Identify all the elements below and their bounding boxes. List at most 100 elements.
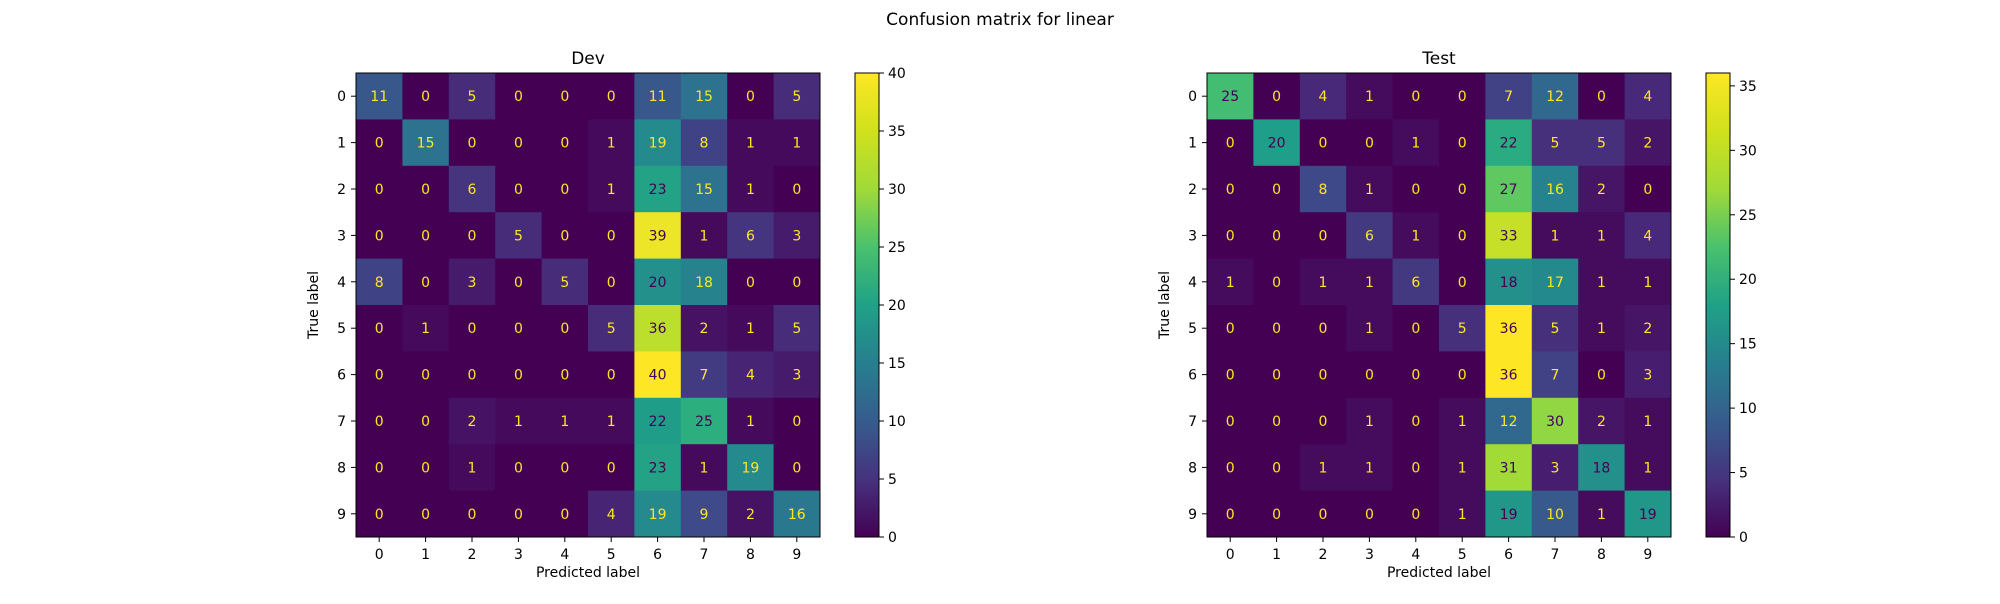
cell-value-label: 18 xyxy=(1500,275,1518,291)
cell-value-label: 5 xyxy=(1551,321,1560,337)
cell-value-label: 0 xyxy=(468,507,477,523)
cell-value-label: 17 xyxy=(1546,275,1564,291)
cell-value-label: 0 xyxy=(1319,507,1328,523)
heatmap-cell xyxy=(1207,351,1254,399)
cell-value-label: 22 xyxy=(1500,136,1518,152)
heatmap-cell xyxy=(634,73,682,120)
cell-value-label: 0 xyxy=(1272,182,1281,198)
y-tick-label: 9 xyxy=(337,507,346,523)
heatmap-cell xyxy=(541,444,589,492)
cell-value-label: 0 xyxy=(514,460,523,476)
cell-value-label: 5 xyxy=(792,321,801,337)
cell-value-label: 0 xyxy=(560,507,569,523)
cell-value-label: 1 xyxy=(1319,460,1328,476)
colorbar: 0 5 10 15 20 25 30 35 40 xyxy=(854,66,906,546)
heatmap-cell xyxy=(1346,444,1394,492)
heatmap-cell xyxy=(1253,73,1301,120)
heatmap-cell xyxy=(680,73,728,120)
heatmap-cell xyxy=(680,119,728,167)
heatmap-cell xyxy=(356,305,403,352)
heatmap-cell xyxy=(1578,305,1626,352)
cell-value-label: 4 xyxy=(1643,228,1652,244)
cell-value-label: 3 xyxy=(792,228,801,244)
cell-value-label: 40 xyxy=(649,368,667,384)
cell-value-label: 0 xyxy=(746,275,755,291)
cell-value-label: 6 xyxy=(468,182,477,198)
heatmap-cell xyxy=(541,119,589,167)
cell-value-label: 10 xyxy=(1546,507,1564,523)
y-tick-label: 4 xyxy=(1188,275,1197,291)
heatmap-cell xyxy=(1531,397,1579,445)
heatmap-cell xyxy=(1299,119,1347,167)
cell-value-label: 12 xyxy=(1546,89,1564,105)
cell-value-label: 22 xyxy=(649,414,667,430)
heatmap-cell xyxy=(1299,305,1347,352)
heatmap-cell xyxy=(1346,119,1394,167)
cell-value-label: 6 xyxy=(1411,275,1420,291)
heatmap-cells: 25 0 4 1 0 0 7 12 0 40 20 0 0 1 0 22 5 5 20 0 8 1 0 0 27 16 2 00 0 0 6… xyxy=(1207,73,1672,538)
cell-value-label: 1 xyxy=(607,414,616,430)
cell-value-label: 0 xyxy=(1226,507,1235,523)
heatmap-cell xyxy=(448,212,496,260)
cell-value-label: 0 xyxy=(1272,460,1281,476)
cell-value-label: 23 xyxy=(649,182,667,198)
cell-value-label: 1 xyxy=(746,321,755,337)
cell-value-label: 25 xyxy=(1221,89,1239,105)
cell-value-label: 4 xyxy=(1319,89,1328,105)
heatmap-cell xyxy=(588,490,635,538)
heatmap-cell xyxy=(356,397,403,445)
heatmap-cell xyxy=(448,351,496,399)
heatmap-cell xyxy=(634,165,682,213)
colorbar: 0 5 10 15 20 25 30 35 xyxy=(1705,72,1757,546)
heatmap-cell xyxy=(1439,444,1486,492)
cell-value-label: 19 xyxy=(1500,507,1518,523)
cell-value-label: 0 xyxy=(1411,460,1420,476)
heatmap-cell xyxy=(1531,212,1579,260)
heatmap-cell xyxy=(1346,73,1394,120)
heatmap-cell xyxy=(448,444,496,492)
heatmap-cell xyxy=(1299,490,1347,538)
heatmap-cell xyxy=(1392,351,1440,399)
heatmap-cell xyxy=(1485,444,1533,492)
cell-value-label: 0 xyxy=(514,507,523,523)
cell-value-label: 15 xyxy=(695,182,713,198)
heatmap-cell xyxy=(1624,397,1672,445)
cell-value-label: 39 xyxy=(649,228,667,244)
cell-value-label: 0 xyxy=(421,368,430,384)
cell-value-label: 7 xyxy=(1504,89,1513,105)
heatmap-cell xyxy=(1531,258,1579,306)
y-axis-label: True label xyxy=(1157,271,1173,340)
cell-value-label: 5 xyxy=(1458,321,1467,337)
heatmap-cell xyxy=(541,73,589,120)
cell-value-label: 0 xyxy=(468,368,477,384)
y-tick-label: 5 xyxy=(1188,321,1197,337)
heatmap-cell xyxy=(1439,212,1486,260)
cell-value-label: 0 xyxy=(1411,507,1420,523)
heatmap-cell xyxy=(773,444,821,492)
heatmap-cell xyxy=(1253,490,1301,538)
x-tick-label: 9 xyxy=(792,547,801,563)
cell-value-label: 0 xyxy=(1226,228,1235,244)
colorbar-tick-label: 20 xyxy=(888,298,906,314)
heatmap-cell xyxy=(1253,444,1301,492)
heatmap-cell xyxy=(634,258,682,306)
heatmap-cell xyxy=(448,119,496,167)
colorbar-tick-label: 0 xyxy=(1739,530,1748,546)
heatmap-cell xyxy=(1578,444,1626,492)
heatmap-cell xyxy=(541,351,589,399)
heatmap-cell xyxy=(773,351,821,399)
colorbar-tick-label: 25 xyxy=(1739,208,1757,224)
cell-value-label: 0 xyxy=(421,507,430,523)
heatmap-cell xyxy=(1392,73,1440,120)
x-tick-label: 2 xyxy=(1319,547,1328,563)
cell-value-label: 0 xyxy=(1411,414,1420,430)
heatmap-cell xyxy=(773,490,821,538)
heatmap-cell xyxy=(1207,305,1254,352)
y-tick-label: 1 xyxy=(337,136,346,152)
cell-value-label: 5 xyxy=(1597,136,1606,152)
cell-value-label: 4 xyxy=(1643,89,1652,105)
cell-value-label: 3 xyxy=(792,368,801,384)
cell-value-label: 0 xyxy=(1597,368,1606,384)
